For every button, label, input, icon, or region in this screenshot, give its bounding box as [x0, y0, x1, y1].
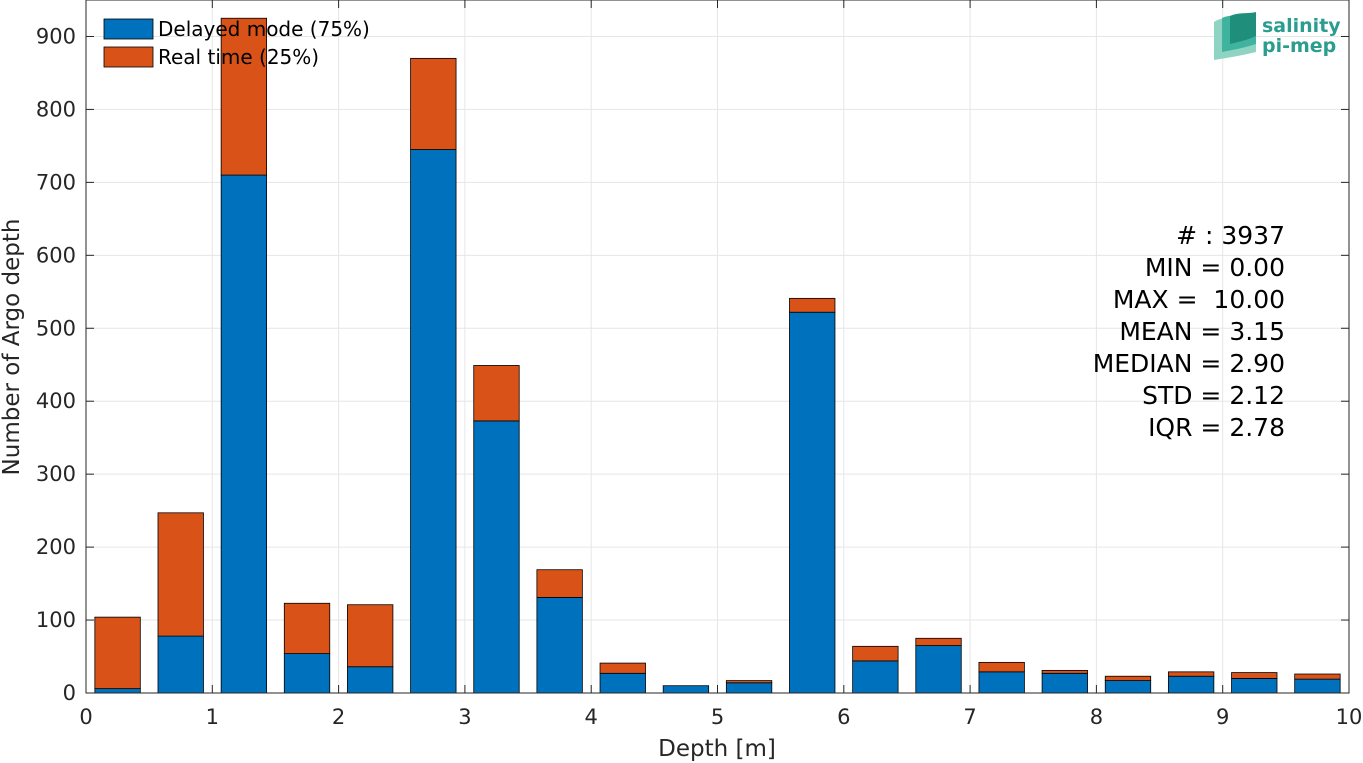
stat-line: IQR = 2.78: [1148, 413, 1285, 442]
x-tick-label: 3: [458, 705, 471, 729]
bar-delayed-mode: [1167, 675, 1215, 694]
bar-delayed-mode: [1294, 678, 1341, 694]
stat-line: # : 3937: [1176, 221, 1285, 250]
salinity-pimep-logo: salinity pi-mep: [1214, 12, 1341, 60]
bar-real-time: [1104, 675, 1152, 681]
bar-real-time: [283, 602, 331, 655]
bar-real-time: [157, 512, 204, 637]
logo-text-line1: salinity: [1262, 15, 1341, 37]
bar-delayed-mode: [852, 660, 899, 694]
stat-line: MEDIAN = 2.90: [1093, 349, 1285, 378]
x-tick-label: 0: [79, 705, 92, 729]
bar-real-time: [473, 365, 520, 422]
bar-real-time: [94, 616, 141, 690]
x-tick-label: 2: [332, 705, 345, 729]
bar-real-time: [725, 680, 773, 684]
salinity-wave-icon: [1214, 12, 1256, 60]
x-tick-label: 7: [963, 705, 976, 729]
stat-line: MIN = 0.00: [1145, 253, 1285, 282]
y-tick-label: 0: [63, 681, 76, 705]
bar-delayed-mode: [1041, 672, 1088, 694]
bar-real-time: [347, 604, 394, 668]
stat-line: MAX = 10.00: [1113, 285, 1285, 314]
legend-label: Delayed mode (75%): [158, 17, 370, 41]
bar-stacks: [94, 17, 1341, 694]
y-tick-label: 300: [36, 462, 76, 486]
bar-delayed-mode: [536, 597, 583, 694]
bar-real-time: [978, 661, 1025, 673]
bar-delayed-mode: [410, 149, 457, 694]
logo-text-line2: pi-mep: [1262, 35, 1336, 57]
x-tick-label: 6: [837, 705, 850, 729]
bar-real-time: [1041, 669, 1088, 674]
bar-delayed-mode: [599, 672, 646, 694]
legend-label: Real time (25%): [158, 45, 319, 69]
stat-line: STD = 2.12: [1142, 381, 1285, 410]
bar-real-time: [599, 662, 646, 674]
legend-swatch: [103, 18, 154, 40]
bar-real-time: [1294, 673, 1341, 680]
bar-delayed-mode: [978, 671, 1025, 694]
bar-real-time: [536, 569, 583, 598]
stat-line: MEAN = 3.15: [1119, 317, 1285, 346]
bar-real-time: [852, 645, 899, 662]
bar-delayed-mode: [1231, 678, 1278, 694]
stats-annotation: # : 3937 MIN = 0.00 MAX = 10.00 MEAN = 3.15…: [1093, 221, 1285, 442]
y-axis-title: Number of Argo depth: [0, 219, 25, 476]
bar-real-time: [789, 297, 836, 313]
bar-real-time: [915, 637, 962, 646]
x-tick-label: 5: [711, 705, 724, 729]
y-tick-label: 500: [36, 316, 76, 340]
legend-swatch: [103, 46, 154, 68]
x-tick-label: 1: [206, 705, 219, 729]
y-tick-label: 800: [36, 97, 76, 121]
bar-delayed-mode: [220, 174, 268, 694]
bar-delayed-mode: [915, 645, 962, 694]
bar-real-time: [1231, 672, 1278, 679]
x-axis-title: Depth [m]: [658, 736, 776, 762]
legend: Delayed mode (75%) Real time (25%): [103, 17, 370, 69]
y-tick-label: 900: [36, 24, 76, 48]
bar-delayed-mode: [157, 635, 204, 694]
bar-real-time: [1167, 671, 1215, 677]
bar-delayed-mode: [347, 666, 394, 694]
x-tick-label: 8: [1090, 705, 1103, 729]
bar-delayed-mode: [725, 682, 773, 694]
x-tick-label: 4: [585, 705, 598, 729]
bar-delayed-mode: [662, 685, 710, 694]
y-tick-label: 700: [36, 170, 76, 194]
y-tick-label: 600: [36, 243, 76, 267]
bar-real-time: [220, 17, 268, 176]
y-tick-label: 200: [36, 535, 76, 559]
x-tick-label: 10: [1336, 705, 1363, 729]
y-tick-label: 400: [36, 389, 76, 413]
bar-delayed-mode: [473, 420, 520, 694]
x-tick-label: 9: [1216, 705, 1229, 729]
bar-delayed-mode: [1104, 680, 1152, 694]
bar-real-time: [410, 57, 457, 150]
bar-delayed-mode: [94, 688, 141, 694]
bar-delayed-mode: [789, 311, 836, 694]
bar-delayed-mode: [283, 653, 331, 694]
grid-lines: [86, 0, 1349, 693]
y-tick-label: 100: [36, 608, 76, 632]
